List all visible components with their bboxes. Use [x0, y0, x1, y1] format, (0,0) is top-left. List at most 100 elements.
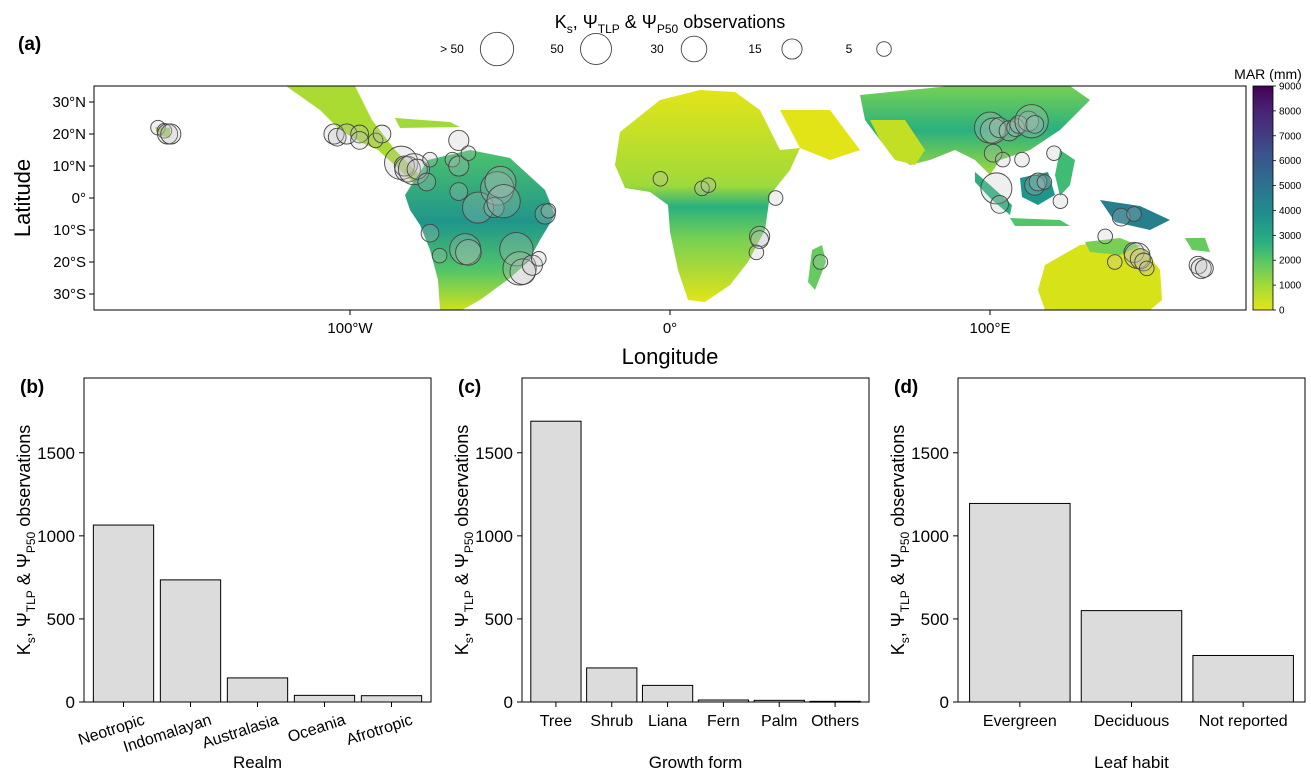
panel-label: (d): [894, 377, 918, 398]
x-tick-label: Fern: [707, 713, 740, 730]
x-axis-label: Growth form: [649, 753, 743, 771]
y-axis-label-part: K: [452, 643, 472, 655]
y-axis-label-part: K: [888, 643, 908, 655]
map-point: [700, 177, 717, 193]
y-axis-label-part: & Ψ: [14, 553, 34, 590]
map-point: [990, 195, 1009, 214]
colorbar-tick-label: 6000: [1279, 156, 1302, 167]
map-point: [417, 172, 437, 192]
size-legend-label: 15: [748, 42, 762, 56]
map-point: [1052, 193, 1069, 209]
y-tick-label: 0: [504, 693, 513, 712]
map-point: [448, 155, 470, 177]
bar: [641, 684, 694, 703]
panel-label: (c): [458, 377, 481, 398]
size-legend-title: Ks, ΨTLP & ΨP50 observations: [555, 12, 786, 36]
y-axis-label-subscript: TLP: [462, 590, 476, 612]
y-axis-label-part: observations: [14, 425, 34, 532]
y-axis-label-subscript: P50: [462, 531, 476, 553]
x-tick-label: Australasia: [200, 712, 281, 753]
size-legend-circle: [876, 41, 892, 57]
bar: [1192, 654, 1294, 703]
y-axis-label-subscript: s: [898, 637, 912, 643]
map-y-tick-label: 10°N: [52, 158, 86, 175]
map-point: [460, 145, 477, 161]
map-axes: 100°W 0° 100°E 30°N 20°N 10°N 0° 10°S 20°S 30°S: [52, 94, 1010, 337]
land-sumatra: [975, 172, 1012, 215]
bar: [753, 699, 805, 703]
y-tick-label: 500: [485, 610, 513, 629]
colorbar-tick-label: 7000: [1279, 131, 1302, 142]
map-point: [1014, 104, 1049, 139]
map-point: [393, 155, 415, 177]
y-axis-label: Ks, ΨTLP & ΨP50 observations: [452, 425, 476, 656]
land-australia-north: [1085, 238, 1140, 255]
size-legend-label: 50: [550, 42, 564, 56]
land-caribbean: [395, 118, 460, 128]
colorbar-tick-label: 0: [1279, 306, 1285, 317]
x-tick-label: Afrotropic: [344, 712, 414, 749]
panel-b: (b)050010001500NeotropicIndomalayanAustr…: [14, 377, 432, 771]
land-south-america: [405, 150, 555, 310]
x-axis-label: Leaf habit: [1094, 753, 1169, 771]
bar: [360, 695, 423, 703]
size-legend-label: 30: [650, 42, 664, 56]
map-point: [749, 225, 771, 247]
colorbar-ramp: [1252, 85, 1274, 311]
map-y-tick-label: 30°S: [53, 286, 86, 303]
bar: [586, 667, 638, 703]
land-new-guinea: [1100, 200, 1170, 230]
map-points: [150, 104, 1214, 286]
map-point: [1028, 172, 1048, 192]
y-axis-label-part: , Ψ: [14, 612, 34, 637]
x-tick-label: Deciduous: [1094, 713, 1170, 730]
colorbar-tick-label: 1000: [1279, 281, 1302, 292]
land-sulawesi-philippines: [1055, 150, 1075, 196]
map-point: [1046, 145, 1062, 161]
bar: [969, 502, 1071, 703]
map-y-tick-label: 20°S: [53, 254, 86, 271]
colorbar-tick-label: 4000: [1279, 206, 1302, 217]
map-point: [1036, 174, 1053, 190]
bar: [530, 420, 582, 703]
colorbar-tick-label: 9000: [1279, 82, 1302, 93]
x-tick-label: Oceania: [286, 712, 348, 747]
map-point: [980, 172, 1013, 205]
map-y-tick-label: 10°S: [53, 222, 86, 239]
map-panel: 100°W 0° 100°E 30°N 20°N 10°N 0° 10°S 20°S 30°S L…: [10, 85, 1247, 369]
x-axis-label: Realm: [233, 753, 282, 771]
map-point: [483, 197, 505, 219]
x-tick-label: Liana: [648, 713, 687, 730]
map-point: [431, 247, 448, 264]
map-point: [998, 120, 1020, 142]
y-axis-label-subscript: s: [24, 637, 38, 643]
y-tick-label: 1500: [475, 444, 513, 463]
map-point: [484, 166, 517, 198]
land-madagascar: [808, 245, 826, 290]
colorbar-tick-label: 8000: [1279, 106, 1302, 117]
map-point: [995, 151, 1011, 168]
bar: [293, 694, 356, 703]
y-tick-label: 1000: [911, 527, 949, 546]
colorbar-tick-label: 2000: [1279, 256, 1302, 267]
y-axis-label-part: & Ψ: [452, 553, 472, 590]
map-ylabel: Latitude: [10, 159, 35, 237]
map-x-tick-label: 100°E: [969, 320, 1010, 337]
y-tick-label: 500: [921, 610, 949, 629]
map-point: [1006, 118, 1025, 137]
map-point: [531, 251, 547, 267]
y-axis-label-subscript: P50: [24, 531, 38, 553]
map-point: [1097, 228, 1113, 245]
bar: [697, 699, 750, 703]
map-point: [448, 129, 470, 151]
map-point: [1017, 110, 1039, 132]
map-point: [979, 117, 1007, 145]
map-point: [983, 143, 1003, 163]
map-point: [350, 131, 369, 150]
x-tick-label: Palm: [761, 713, 797, 730]
y-axis-label: Ks, ΨTLP & ΨP50 observations: [14, 425, 38, 656]
size-legend-circle: [680, 35, 708, 63]
map-point: [652, 171, 669, 187]
land-africa: [615, 90, 800, 302]
